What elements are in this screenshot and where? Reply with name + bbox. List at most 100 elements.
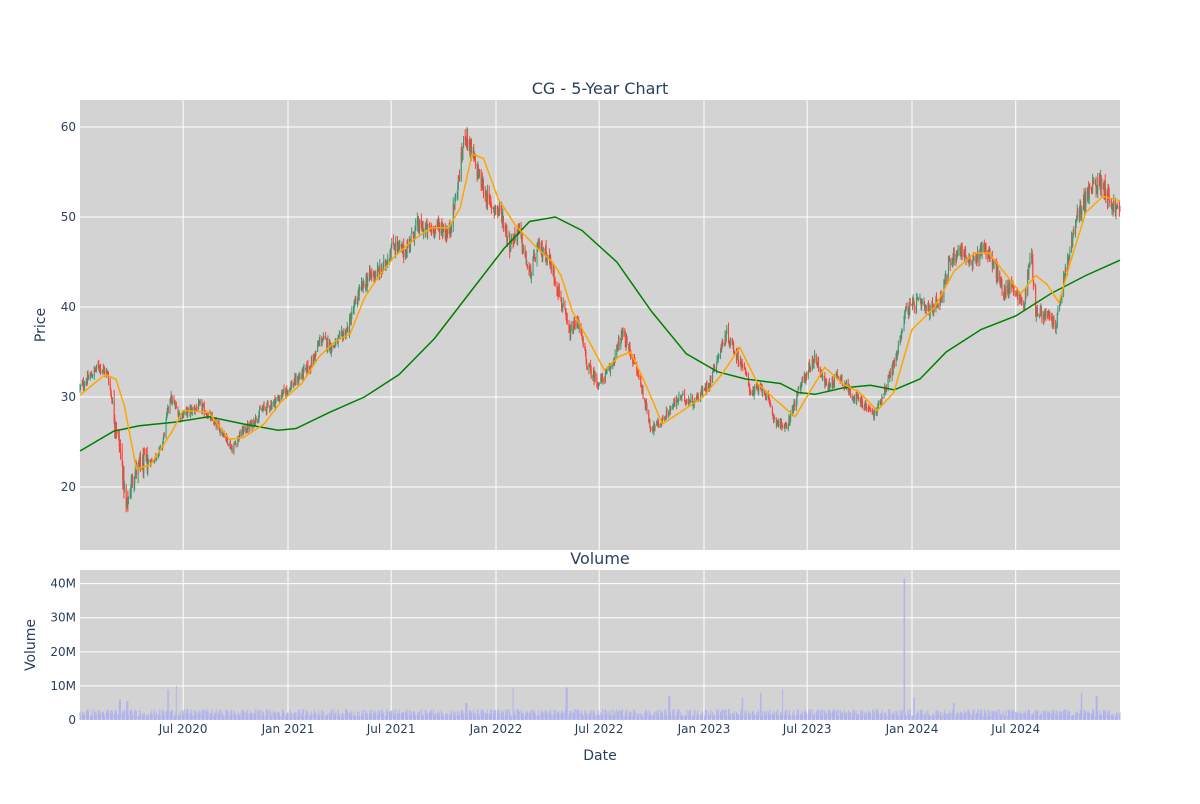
candle-body — [315, 351, 316, 352]
price-axis-label: Price — [33, 308, 49, 342]
volume-bar — [112, 713, 113, 720]
candle-body — [88, 378, 89, 379]
candle-body — [649, 420, 650, 427]
candle-down — [268, 401, 269, 408]
candle-down — [567, 313, 568, 325]
volume-bar — [886, 714, 887, 720]
candle-down — [439, 222, 440, 240]
candle-down — [910, 298, 911, 306]
volume-bar — [782, 689, 783, 720]
volume-bar — [730, 714, 731, 720]
volume-bar — [351, 711, 352, 720]
candle-body — [1105, 192, 1106, 195]
candle-down — [742, 364, 743, 371]
candle-down — [992, 251, 993, 273]
candle-down — [228, 444, 229, 447]
candle-down — [232, 445, 233, 453]
volume-bar — [483, 714, 484, 720]
candle-up — [244, 425, 245, 432]
candle-body — [463, 136, 464, 146]
volume-bar — [260, 710, 261, 720]
candle-up — [982, 242, 983, 260]
candle-body — [794, 402, 795, 407]
candle-body — [419, 220, 420, 230]
candle-body — [240, 431, 241, 436]
candle-down — [627, 336, 628, 345]
candle-body — [172, 399, 173, 403]
candle-down — [684, 389, 685, 402]
candle-body — [359, 287, 360, 289]
candle-body — [327, 340, 328, 348]
candle-up — [902, 329, 903, 333]
candle-down — [509, 233, 510, 259]
candle-body — [726, 334, 727, 341]
volume-bar — [862, 709, 863, 720]
candle-body — [140, 457, 141, 465]
volume-bar — [790, 716, 791, 720]
volume-bar — [575, 709, 576, 720]
candle-up — [808, 371, 809, 380]
volume-bar — [104, 716, 105, 720]
candle-body — [519, 223, 520, 228]
volume-bar — [407, 714, 408, 720]
candle-body — [972, 258, 973, 269]
candle-body — [393, 241, 394, 245]
candle-down — [1049, 311, 1050, 319]
candle-body — [1120, 210, 1121, 211]
candle-up — [272, 402, 273, 409]
candle-body — [1033, 283, 1034, 286]
volume-bar — [894, 713, 895, 720]
candle-down — [164, 432, 165, 437]
volume-bar — [291, 713, 292, 720]
candle-body — [227, 439, 228, 445]
volume-bar — [264, 715, 265, 720]
price-tick-label: 30 — [61, 390, 76, 404]
volume-bar — [120, 700, 121, 720]
volume-bar — [615, 711, 616, 720]
candle-body — [233, 445, 234, 452]
candle-down — [284, 384, 285, 393]
candle-up — [188, 407, 189, 412]
volume-bar — [643, 716, 644, 720]
candle-up — [399, 240, 400, 251]
candle-body — [998, 273, 999, 280]
candle-up — [462, 147, 463, 160]
candle-body — [232, 448, 233, 452]
volume-bar — [200, 714, 201, 720]
candle-body — [111, 393, 112, 397]
candle-up — [922, 299, 923, 305]
volume-bar — [391, 711, 392, 720]
candle-body — [325, 336, 326, 337]
volume-bar — [738, 715, 739, 720]
candle-body — [303, 368, 304, 369]
candle-down — [564, 300, 565, 310]
volume-bar — [666, 716, 667, 720]
candle-up — [1069, 246, 1070, 258]
volume-bar — [619, 710, 620, 720]
volume-bar — [475, 715, 476, 720]
candle-body — [168, 407, 169, 410]
volume-bar — [686, 709, 687, 720]
candle-body — [898, 345, 899, 352]
candle-up — [682, 391, 683, 396]
volume-bar — [220, 709, 221, 720]
candle-body — [338, 336, 339, 338]
volume-bar — [284, 713, 285, 720]
candle-up — [623, 327, 624, 337]
candle-body — [986, 247, 987, 256]
candle-body — [196, 407, 197, 408]
volume-bar — [128, 715, 129, 720]
candle-body — [156, 458, 157, 459]
volume-bar — [818, 710, 819, 720]
candle-body — [479, 170, 480, 176]
candle-body — [228, 444, 229, 445]
candle-body — [80, 386, 81, 387]
candle-up — [1093, 177, 1094, 184]
candle-up — [511, 234, 512, 245]
candle-body — [658, 425, 659, 426]
candle-down — [347, 326, 348, 333]
candle-down — [591, 365, 592, 379]
volume-bar — [822, 710, 823, 720]
candle-body — [684, 393, 685, 401]
candle-body — [475, 157, 476, 164]
